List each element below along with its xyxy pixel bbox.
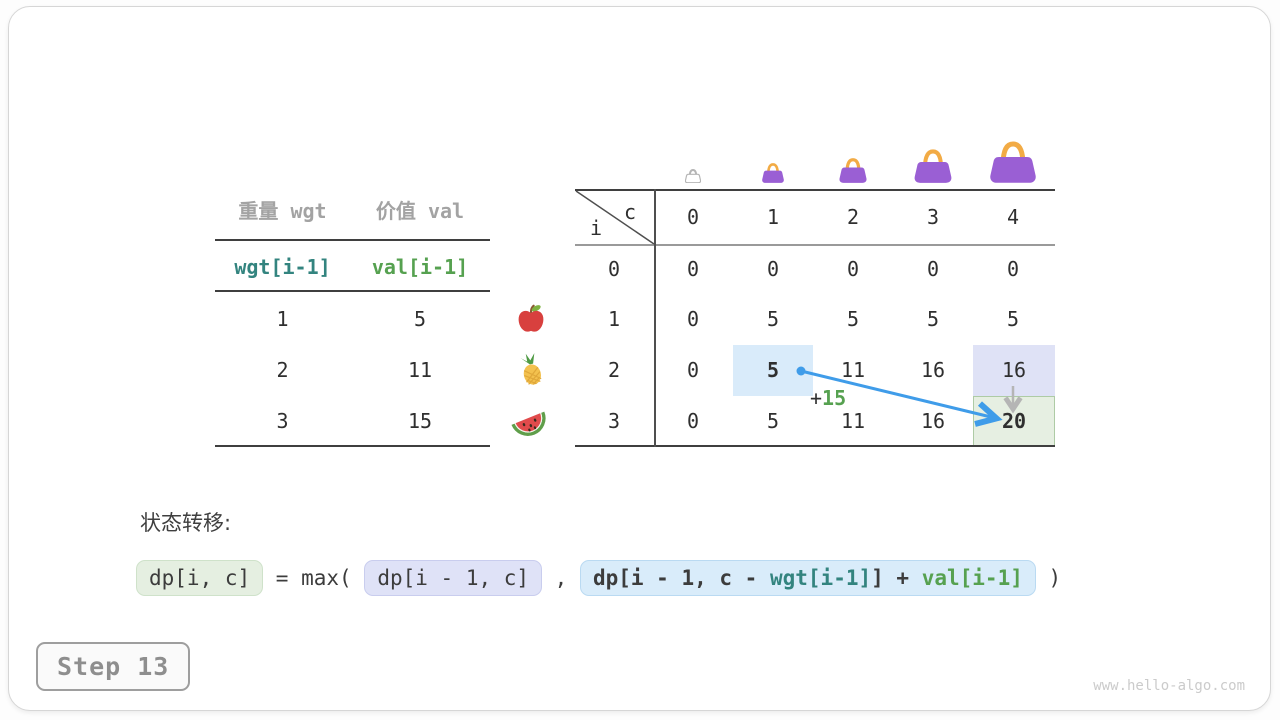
formula-lhs-box: dp[i, c] xyxy=(136,560,264,596)
dp-cell: 5 xyxy=(766,409,780,433)
dp-cell: 0 xyxy=(1006,257,1020,281)
item-weight: 2 xyxy=(276,358,289,382)
dp-row-header: 0 xyxy=(607,257,621,281)
dp-row-header: 1 xyxy=(607,307,621,331)
formula-label: 状态转移: xyxy=(140,511,232,535)
watermelon-icon xyxy=(511,411,546,436)
dp-rule-top xyxy=(575,189,1055,191)
dp-cell-current: 20 xyxy=(1001,409,1027,433)
pineapple-icon xyxy=(520,353,542,385)
bag-empty-icon xyxy=(685,169,701,183)
dp-cell-above: 16 xyxy=(1001,358,1027,382)
formula-operator: = max( xyxy=(263,566,365,590)
item-value: 5 xyxy=(413,307,427,331)
apple-icon xyxy=(518,304,544,332)
dp-col-header: 2 xyxy=(846,205,860,229)
item-weight: 1 xyxy=(276,307,289,331)
dp-corner-row-var: i xyxy=(589,216,603,240)
dp-col-header: 3 xyxy=(926,205,940,229)
items-rule-bottom xyxy=(215,445,490,447)
formula-arg2-val: val[i-1] xyxy=(921,566,1023,590)
items-rule-top xyxy=(215,239,490,241)
formula-arg2-mid: ] + xyxy=(871,566,922,590)
dp-cell: 5 xyxy=(766,307,780,331)
formula-arg2-box: dp[i - 1, c - wgt[i-1]] + val[i-1] xyxy=(579,560,1036,596)
item-value: 11 xyxy=(407,358,433,382)
dp-cell: 0 xyxy=(686,358,700,382)
dp-cell: 0 xyxy=(926,257,940,281)
dp-row-header: 2 xyxy=(607,358,621,382)
state-transition-formula: dp[i, c] = max( dp[i - 1, c] , dp[i - 1,… xyxy=(136,560,1061,596)
bag-size4-icon xyxy=(990,141,1036,183)
items-index-weight: wgt[i-1] xyxy=(234,255,331,279)
dp-cell-source: 5 xyxy=(766,358,780,382)
dp-corner-col-var: c xyxy=(623,200,637,224)
dp-cell: 0 xyxy=(686,409,700,433)
dp-row-header: 3 xyxy=(607,409,621,433)
items-header-weight: 重量 wgt xyxy=(238,199,327,223)
dp-col-header: 0 xyxy=(686,205,700,229)
items-header-value: 价值 val xyxy=(375,199,465,223)
dp-col-header: 4 xyxy=(1006,205,1020,229)
item-value: 15 xyxy=(407,409,433,433)
dp-cell: 0 xyxy=(686,257,700,281)
bag-size3-icon xyxy=(914,149,952,183)
step-badge: Step 13 xyxy=(36,642,191,691)
added-value: 15 xyxy=(822,386,847,410)
plus-sign: + xyxy=(810,386,823,410)
dp-col-header: 1 xyxy=(766,205,780,229)
dp-cell: 16 xyxy=(920,409,946,433)
dp-cell: 5 xyxy=(1006,307,1020,331)
formula-close-paren: ) xyxy=(1035,566,1062,590)
items-index-value: val[i-1] xyxy=(371,255,469,279)
dp-cell: 5 xyxy=(846,307,860,331)
dp-cell: 5 xyxy=(926,307,940,331)
dp-cell: 0 xyxy=(766,257,780,281)
dp-cell: 0 xyxy=(846,257,860,281)
formula-arg1-box: dp[i - 1, c] xyxy=(364,560,543,596)
dp-rule-bottom xyxy=(575,445,1055,447)
bag-size2-icon xyxy=(839,158,867,183)
items-rule-mid xyxy=(215,290,490,292)
add-value-annotation: +15 xyxy=(810,385,846,411)
dp-rule-header xyxy=(575,244,1055,246)
formula-arg2-prefix: dp[i - 1, c - xyxy=(592,566,770,590)
dp-cell: 0 xyxy=(686,307,700,331)
dp-rule-vertical xyxy=(654,189,656,447)
watermark: www.hello-algo.com xyxy=(1093,678,1245,694)
formula-comma: , xyxy=(542,566,580,590)
bag-size1-icon xyxy=(762,163,784,183)
item-weight: 3 xyxy=(276,409,289,433)
formula-arg2-wgt: wgt[i-1] xyxy=(769,566,872,590)
dp-cell: 16 xyxy=(920,358,946,382)
